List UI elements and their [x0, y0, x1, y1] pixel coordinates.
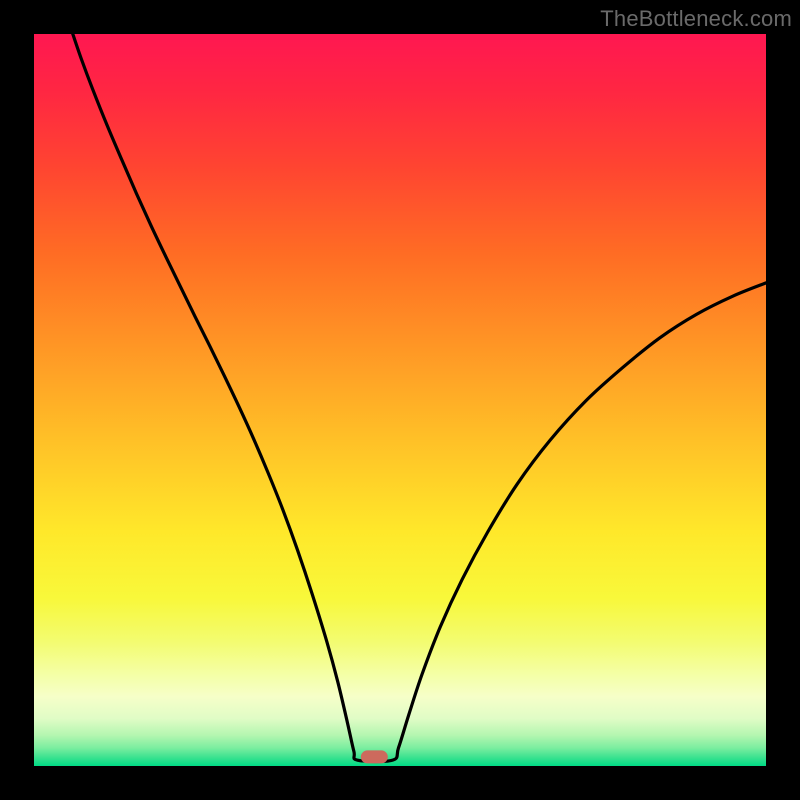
bottleneck-curve [34, 34, 766, 766]
minimum-marker [361, 751, 387, 764]
outer-frame: TheBottleneck.com [0, 0, 800, 800]
plot-area [34, 34, 766, 766]
watermark-text: TheBottleneck.com [600, 6, 792, 32]
